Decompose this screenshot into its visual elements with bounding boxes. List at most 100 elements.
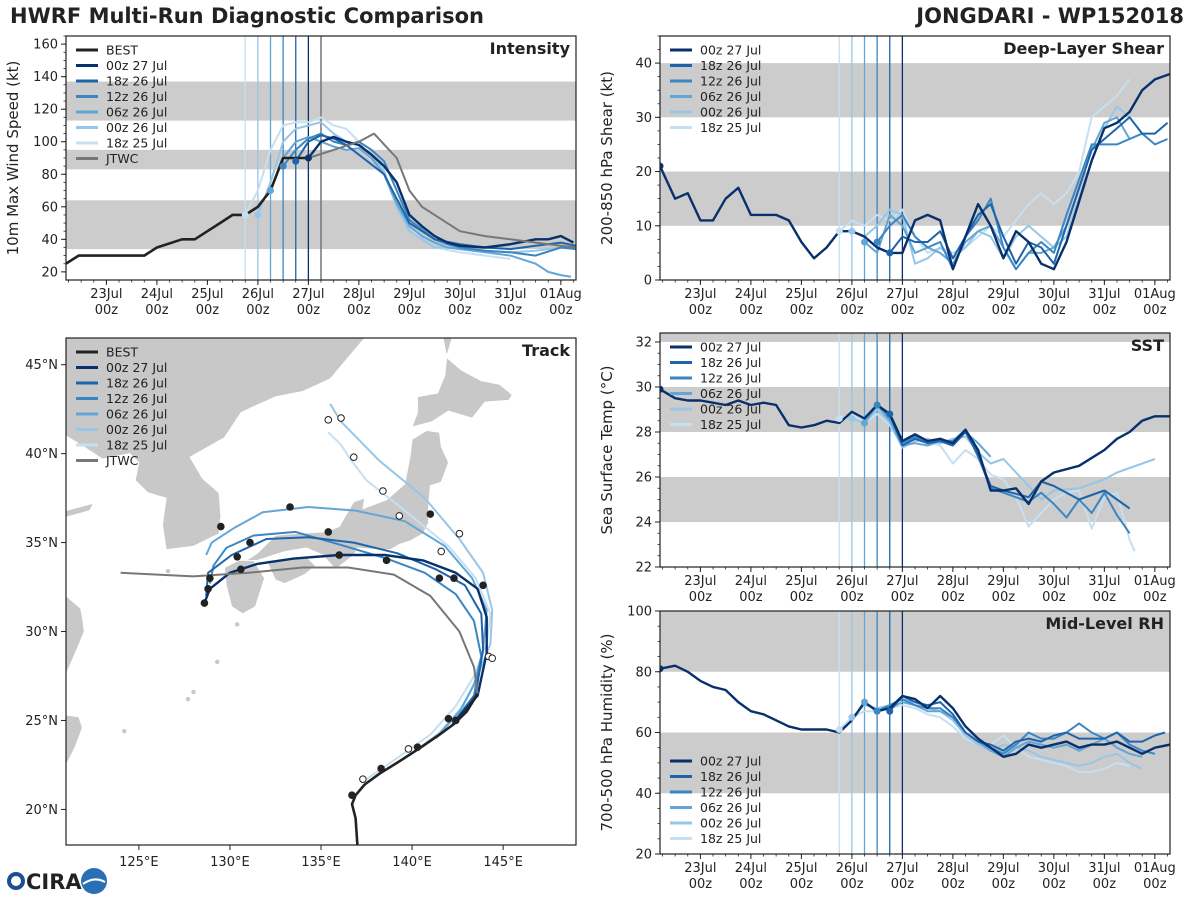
init-marker-00z-27-jul xyxy=(660,665,664,673)
figure-title: HWRF Multi-Run Diagnostic Comparison xyxy=(10,4,485,28)
legend-label-18z-26-jul: 18z 26 Jul xyxy=(700,355,761,370)
island-shape xyxy=(235,622,240,627)
x-tick-day-label: 29Jul xyxy=(987,574,1019,589)
y-tick-label: 80 xyxy=(635,665,652,680)
y-tick-label: 30°N xyxy=(25,625,58,640)
panel-title: Deep-Layer Shear xyxy=(1003,39,1164,58)
series-line-18z-26-jul xyxy=(888,413,1131,510)
intensity-plot-area xyxy=(66,36,576,280)
threshold-band xyxy=(660,477,1170,522)
x-tick-hour-label: 00z xyxy=(739,590,763,605)
series-line-best xyxy=(66,156,309,265)
y-tick-label: 20 xyxy=(41,265,58,280)
init-marker-12z-26-jul xyxy=(873,238,881,246)
init-marker-00z-27-jul xyxy=(660,162,664,170)
x-tick-hour-label: 00z xyxy=(739,303,763,318)
y-tick-label: 22 xyxy=(635,561,652,576)
x-tick-hour-label: 00z xyxy=(398,303,422,318)
series-line-00z-27-jul xyxy=(307,135,575,249)
x-tick-hour-label: 00z xyxy=(790,303,814,318)
track-marker-best xyxy=(444,714,453,723)
init-marker-06z-26-jul xyxy=(861,698,869,706)
threshold-band xyxy=(660,63,1170,118)
x-tick-day-label: 31Jul xyxy=(1088,287,1120,302)
x-tick-day-label: 26Jul xyxy=(836,861,868,876)
x-tick-hour-label: 00z xyxy=(1093,590,1117,605)
x-tick-day-label: 24Jul xyxy=(735,574,767,589)
init-marker-00z-26-jul xyxy=(848,713,856,721)
y-tick-label: 80 xyxy=(41,168,58,183)
track-marker-best xyxy=(413,743,422,751)
x-tick-hour-label: 00z xyxy=(499,303,523,318)
y-tick-label: 25°N xyxy=(25,714,58,729)
threshold-band xyxy=(660,333,1170,342)
series-line-00z-27-jul xyxy=(203,553,488,724)
track-marker-18z-26-jul xyxy=(233,553,242,561)
x-tick-hour-label: 00z xyxy=(891,303,915,318)
y-tick-label: 100 xyxy=(627,605,652,620)
intensity-panel: 2040608010012014016023Jul00z24Jul00z25Ju… xyxy=(4,35,582,318)
x-tick-day-label: 27Jul xyxy=(886,287,918,302)
panel-title: Intensity xyxy=(490,39,571,58)
series-line-jtwc xyxy=(120,566,479,694)
series-line-00z-26-jul xyxy=(851,408,1156,501)
y-tick-label: 40 xyxy=(635,57,652,72)
legend-label-18z-25-jul: 18z 25 Jul xyxy=(106,438,167,453)
legend-label-jtwc: JTWC xyxy=(105,453,139,468)
track-marker-18z-25-jul xyxy=(437,547,446,556)
track-marker-18z-25-jul xyxy=(395,512,404,520)
track-marker-00z-26-jul xyxy=(337,414,345,422)
track-marker-00z-26-jul xyxy=(455,529,464,538)
x-tick-day-label: 28Jul xyxy=(937,861,969,876)
x-tick-day-label: 30Jul xyxy=(1038,287,1070,302)
track-marker-18z-25-jul xyxy=(359,775,367,783)
y-axis-label: 200-850 hPa Shear (kt) xyxy=(598,71,616,245)
init-marker-18z-26-jul xyxy=(886,707,894,715)
panel-title: Mid-Level RH xyxy=(1045,614,1164,633)
legend-label-18z-26-jul: 18z 26 Jul xyxy=(106,376,167,391)
legend-label-18z-25-jul: 18z 25 Jul xyxy=(700,120,761,135)
legend-label-18z-25-jul: 18z 25 Jul xyxy=(700,417,761,432)
legend-label-jtwc: JTWC xyxy=(105,151,139,166)
legend-label-12z-26-jul: 12z 26 Jul xyxy=(700,371,761,386)
y-tick-label: 20 xyxy=(635,165,652,180)
init-marker-00z-27-jul xyxy=(304,154,312,162)
x-tick-hour-label: 00z xyxy=(790,590,814,605)
init-marker-06z-26-jul xyxy=(267,187,275,195)
legend-label-12z-26-jul: 12z 26 Jul xyxy=(106,391,167,406)
x-tick-hour-label: 00z xyxy=(448,303,472,318)
track-marker-18z-26-jul xyxy=(324,528,333,536)
x-tick-day-label: 25Jul xyxy=(785,574,817,589)
x-tick-hour-label: 00z xyxy=(840,303,864,318)
x-tick-label: 135°E xyxy=(301,855,341,870)
x-tick-day-label: 25Jul xyxy=(785,861,817,876)
threshold-band xyxy=(660,732,1170,794)
track-marker-12z-26-jul xyxy=(246,538,254,547)
shear-plot-area xyxy=(660,36,1170,280)
legend-label-best: BEST xyxy=(106,43,138,58)
x-tick-hour-label: 00z xyxy=(1093,303,1117,318)
x-tick-day-label: 23Jul xyxy=(684,574,716,589)
x-tick-day-label: 27Jul xyxy=(886,574,918,589)
x-tick-hour-label: 00z xyxy=(689,877,713,892)
track-marker-06z-26-jul xyxy=(286,503,294,511)
logo-globe-swoosh xyxy=(82,878,106,885)
x-tick-label: 145°E xyxy=(483,855,523,870)
series-line-18z-25-jul xyxy=(327,431,492,781)
track-marker-00z-26-jul xyxy=(379,487,387,495)
legend-label-00z-26-jul: 00z 26 Jul xyxy=(106,422,167,437)
legend-label-best: BEST xyxy=(106,345,138,360)
x-tick-hour-label: 00z xyxy=(347,303,371,318)
legend-label-12z-26-jul: 12z 26 Jul xyxy=(700,74,761,89)
x-tick-day-label: 31Jul xyxy=(494,287,526,302)
island-shape xyxy=(185,696,191,702)
x-tick-day-label: 30Jul xyxy=(1038,861,1070,876)
legend-label-00z-26-jul: 00z 26 Jul xyxy=(700,105,761,120)
x-tick-day-label: 23Jul xyxy=(90,287,122,302)
y-tick-label: 100 xyxy=(33,135,58,150)
rh-panel: 2040608010023Jul00z24Jul00z25Jul00z26Jul… xyxy=(598,605,1176,893)
y-axis-label: Sea Surface Temp (°C) xyxy=(598,365,616,534)
x-tick-hour-label: 00z xyxy=(941,303,965,318)
series-line-12z-26-jul xyxy=(876,132,1168,271)
threshold-band xyxy=(660,171,1170,226)
